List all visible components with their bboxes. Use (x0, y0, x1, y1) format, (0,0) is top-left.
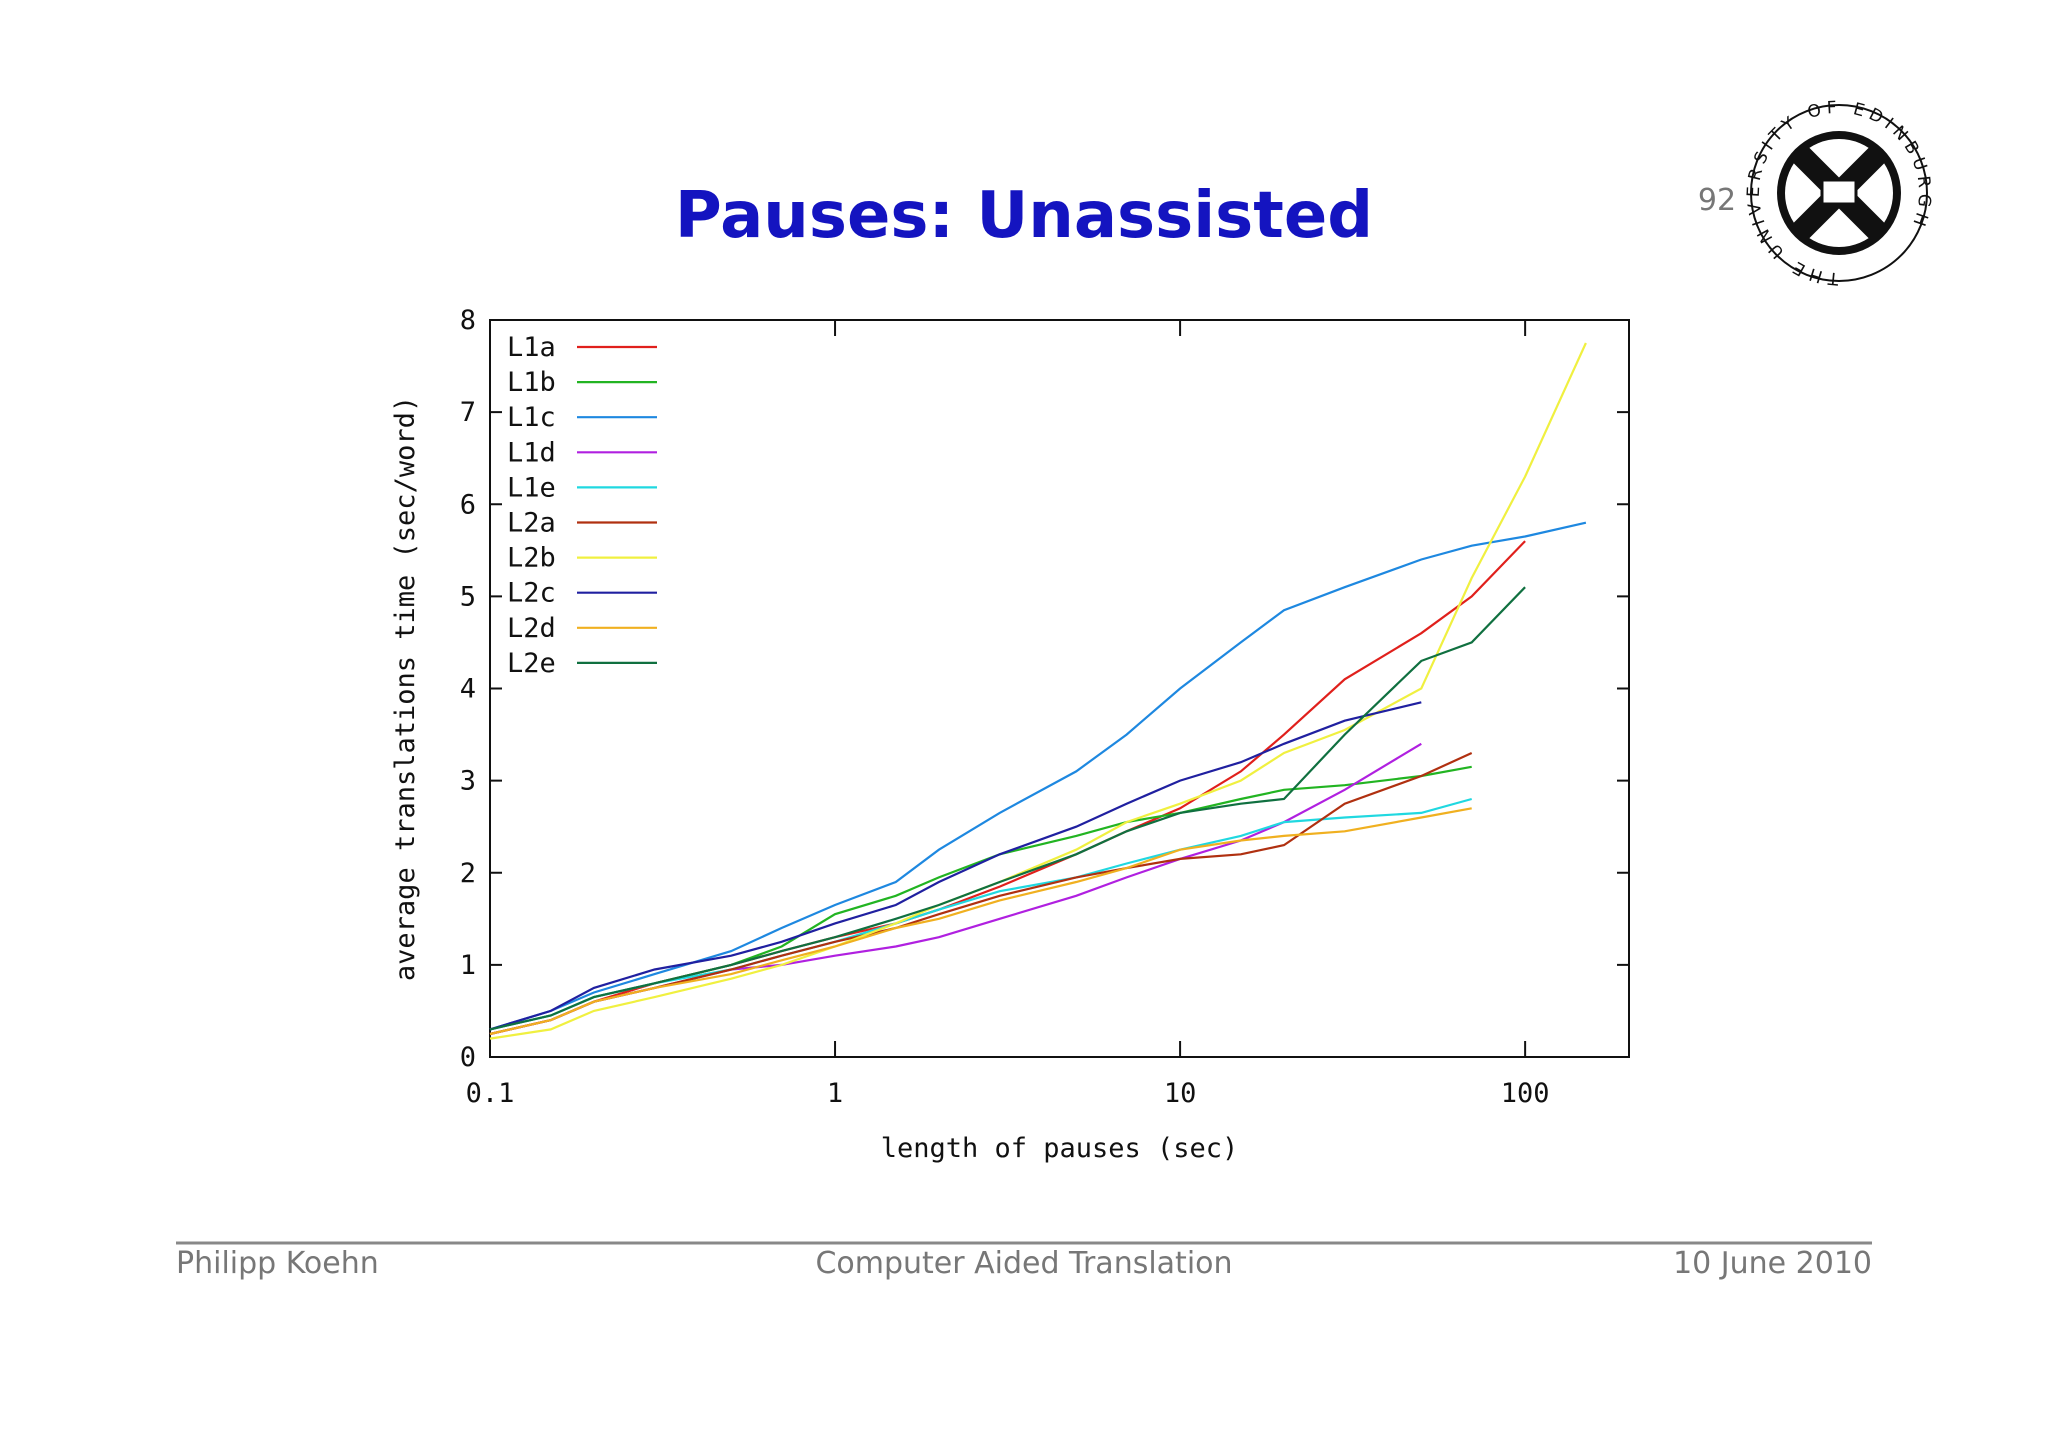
series-line (489, 521, 1587, 1031)
footer-left: Philipp Koehn (176, 1246, 379, 1281)
series-line (489, 586, 1526, 1031)
y-tick-label: 1 (460, 950, 476, 981)
university-logo: THE UNIVERSITY OF EDINBURGH (1744, 98, 1930, 289)
y-tick-label: 5 (460, 581, 476, 612)
y-tick-label: 8 (460, 305, 476, 336)
slide-title: Pauses: Unassisted (675, 179, 1373, 253)
x-axis-label: length of pauses (sec) (881, 1133, 1239, 1164)
x-tick-label: 0.1 (466, 1078, 515, 1109)
legend-label: L1b (507, 367, 556, 398)
y-axis-label: average translations time (sec/word) (390, 396, 421, 981)
footer-right: 10 June 2010 (1673, 1246, 1872, 1281)
series-line (489, 701, 1422, 1031)
y-tick-label: 6 (460, 489, 476, 520)
y-tick-label: 7 (460, 397, 476, 428)
y-tick-label: 3 (460, 766, 476, 797)
legend-label: L2b (507, 543, 556, 574)
legend-label: L2c (507, 578, 556, 609)
series-line (489, 765, 1472, 1031)
x-tick-label: 100 (1501, 1078, 1550, 1109)
legend-label: L1a (507, 332, 556, 363)
legend-label: L1c (507, 402, 556, 433)
y-tick-label: 0 (460, 1042, 476, 1073)
chart: 0 1 2 3 4 5 6 7 8 0.1 1 10 100 length of pauses (sec)… (390, 305, 1630, 1164)
footer-center: Computer Aided Translation (815, 1246, 1232, 1281)
legend-label: L2a (507, 508, 556, 539)
x-tick-label: 10 (1164, 1078, 1197, 1109)
plot-frame (489, 319, 1630, 1058)
y-tick-label: 4 (460, 674, 476, 705)
series-line (489, 540, 1526, 1036)
y-tick-label: 2 (460, 858, 476, 889)
legend-label: L2d (507, 613, 556, 644)
x-tick-label: 1 (827, 1078, 843, 1109)
series-line (489, 342, 1587, 1040)
legend-label: L2e (507, 648, 556, 679)
page-number: 92 (1698, 183, 1736, 218)
series-line (489, 807, 1472, 1036)
legend-label: L1e (507, 472, 556, 503)
legend-label: L1d (507, 437, 556, 468)
